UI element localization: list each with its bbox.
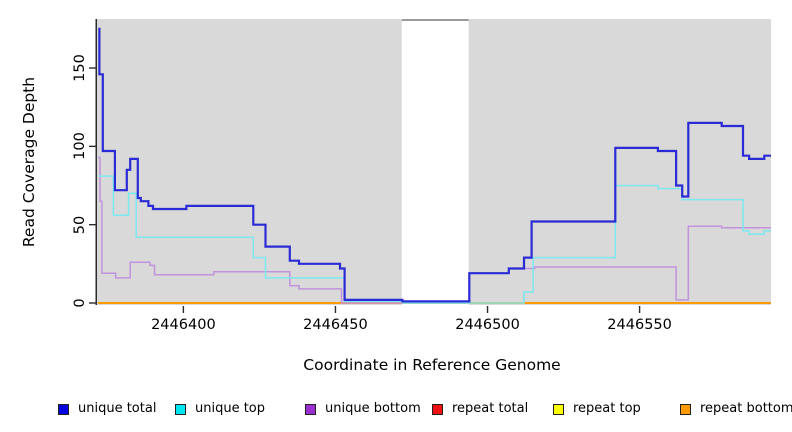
unique-top-swatch-icon bbox=[175, 403, 186, 415]
no-coverage-gap-band bbox=[401, 19, 469, 305]
repeat-bottom-swatch-icon bbox=[680, 403, 691, 415]
legend-item-unique-bottom: unique bottom bbox=[305, 401, 421, 417]
legend-label: repeat bottom bbox=[700, 401, 792, 416]
legend-item-unique-top: unique top bbox=[175, 401, 265, 417]
legend-item-repeat-total: repeat total bbox=[432, 401, 528, 417]
x-tick-label-2446550: 2446550 bbox=[607, 317, 672, 333]
repeat-top-swatch-icon bbox=[553, 403, 564, 415]
legend-label: repeat total bbox=[452, 401, 529, 416]
series-line-unique-bottom bbox=[98, 156, 771, 304]
x-axis-title: Coordinate in Reference Genome bbox=[303, 356, 561, 374]
unique-bottom-swatch-icon bbox=[305, 403, 316, 415]
legend-item-repeat-top: repeat top bbox=[553, 401, 641, 417]
y-tick-label-150: 150 bbox=[72, 54, 88, 82]
legend-label: unique total bbox=[78, 401, 157, 416]
series-line-unique-total bbox=[98, 27, 771, 303]
x-tick-label-2446400: 2446400 bbox=[151, 317, 216, 333]
unique-total-swatch-icon bbox=[58, 403, 69, 415]
legend-label: repeat top bbox=[573, 401, 641, 416]
y-tick-label-0: 0 bbox=[72, 298, 88, 308]
x-tick-label-2446500: 2446500 bbox=[455, 317, 520, 333]
repeat-total-swatch-icon bbox=[432, 403, 443, 415]
legend-item-repeat-bottom: repeat bottom bbox=[680, 401, 792, 417]
legend-label: unique top bbox=[195, 401, 266, 416]
y-axis-title: Read Coverage Depth bbox=[20, 76, 38, 248]
y-tick-label-100: 100 bbox=[72, 132, 88, 161]
series-line-unique-top bbox=[98, 175, 771, 304]
legend-label: unique bottom bbox=[325, 401, 421, 416]
y-tick-label-50: 50 bbox=[72, 215, 88, 234]
x-tick-label-2446450: 2446450 bbox=[303, 317, 368, 333]
legend-item-unique-total: unique total bbox=[58, 401, 156, 417]
